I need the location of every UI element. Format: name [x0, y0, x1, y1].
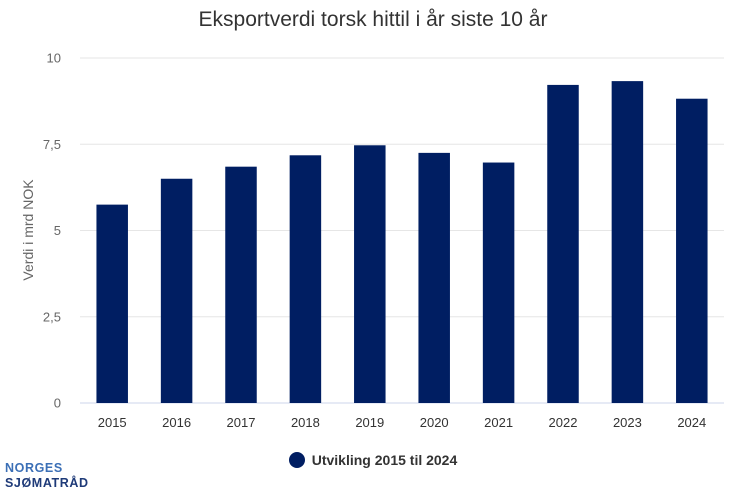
bar-2017[interactable]: [225, 166, 257, 403]
y-tick-label: 2,5: [43, 309, 61, 324]
norges-sjomatrad-logo: NORGES SJØMATRÅD: [5, 461, 89, 490]
bar-2024[interactable]: [676, 98, 708, 404]
x-tick-label: 2016: [162, 415, 191, 430]
bar-2018[interactable]: [289, 155, 322, 403]
x-tick-label: 2024: [677, 415, 706, 430]
y-tick-label: 5: [54, 223, 61, 238]
x-tick-labels: 2015 2016 2017 2018 2019 2020 2021 2022 2023 2024: [98, 415, 707, 430]
y-tick-label: 10: [47, 51, 61, 66]
bar-2019[interactable]: [354, 145, 386, 403]
y-tick-label: 0: [54, 396, 61, 411]
bar-2023[interactable]: [611, 81, 644, 404]
x-tick-label: 2021: [484, 415, 513, 430]
chart-title: Eksportverdi torsk hittil i år siste 10 …: [198, 8, 548, 31]
legend[interactable]: Utvikling 2015 til 2024: [0, 452, 746, 468]
x-tick-label: 2023: [613, 415, 642, 430]
y-tick-label: 7,5: [43, 137, 61, 152]
x-tick-label: 2019: [355, 415, 384, 430]
bar-2020[interactable]: [418, 152, 450, 403]
bar-2022[interactable]: [547, 84, 579, 403]
bars: [96, 81, 708, 404]
x-tick-label: 2018: [291, 415, 320, 430]
x-tick-label: 2017: [227, 415, 256, 430]
bar-2016[interactable]: [160, 178, 193, 403]
legend-label: Utvikling 2015 til 2024: [311, 452, 458, 468]
bar-2021[interactable]: [482, 162, 515, 403]
x-tick-label: 2015: [98, 415, 127, 430]
x-tick-label: 2022: [549, 415, 578, 430]
x-tick-label: 2020: [420, 415, 449, 430]
y-axis-label: Verdi i mrd NOK: [20, 179, 36, 281]
legend-marker: [288, 452, 305, 468]
bar-2015[interactable]: [96, 204, 128, 403]
y-tick-labels: 0 2,5 5 7,5 10: [43, 51, 61, 411]
